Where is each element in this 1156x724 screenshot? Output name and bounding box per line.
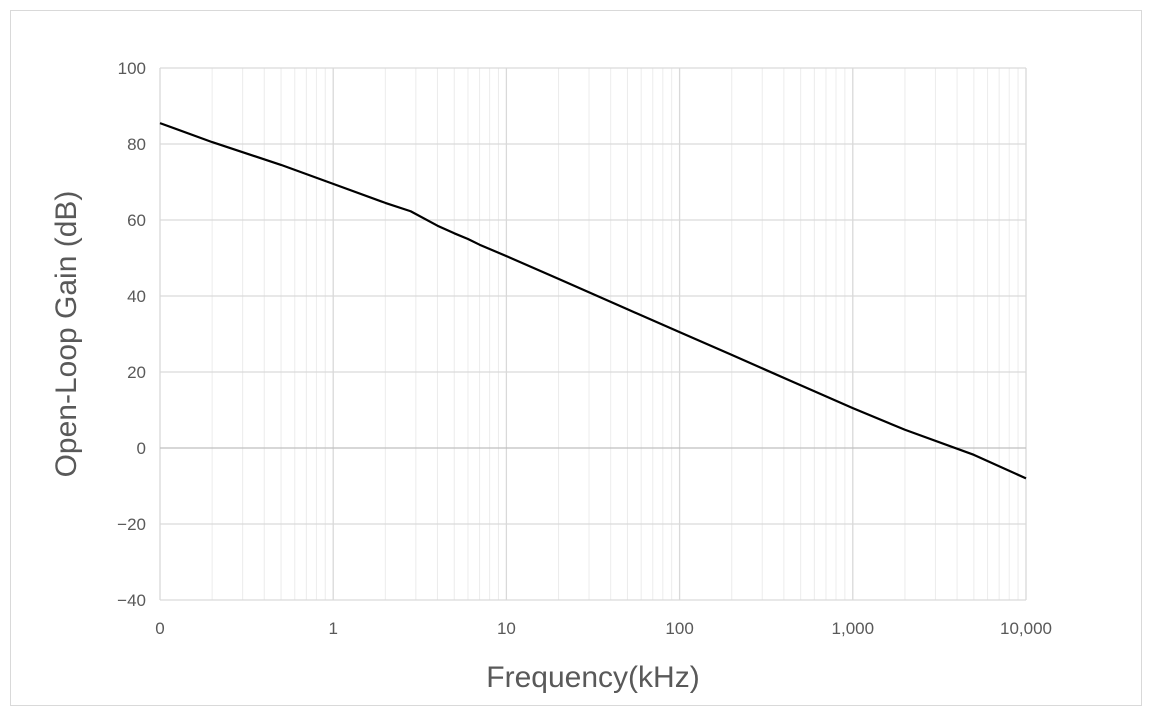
- x-tick-label: 100: [665, 619, 693, 638]
- y-tick-label: 20: [127, 363, 146, 382]
- chart-frame: −40 −20 0 20 40 60 80 100 0 1 10 100 1,000 10,000 Fr…: [10, 10, 1142, 706]
- x-tick-label: 1,000: [832, 619, 875, 638]
- x-tick-label: 10,000: [1000, 619, 1052, 638]
- y-tick-labels: −40 −20 0 20 40 60 80 100: [117, 59, 146, 610]
- x-tick-labels: 0 1 10 100 1,000 10,000: [155, 619, 1052, 638]
- y-tick-label: −40: [117, 591, 146, 610]
- y-tick-label: 60: [127, 211, 146, 230]
- series-group: [159, 122, 1027, 480]
- major-gridlines: [159, 67, 1027, 601]
- y-axis-title: Open-Loop Gain (dB): [50, 191, 83, 478]
- y-tick-label: 40: [127, 287, 146, 306]
- gain-series-line: [159, 122, 1027, 480]
- x-axis-title: Frequency(kHz): [486, 661, 699, 694]
- x-tick-label: 0: [155, 619, 164, 638]
- y-tick-label: 0: [137, 439, 146, 458]
- x-tick-label: 10: [497, 619, 516, 638]
- y-tick-label: 100: [118, 59, 146, 78]
- open-loop-gain-chart: −40 −20 0 20 40 60 80 100 0 1 10 100 1,000 10,000 Fr…: [50, 59, 1052, 694]
- y-tick-label: 80: [127, 135, 146, 154]
- minor-gridlines: [211, 68, 1019, 600]
- x-tick-label: 1: [328, 619, 337, 638]
- y-tick-label: −20: [117, 515, 146, 534]
